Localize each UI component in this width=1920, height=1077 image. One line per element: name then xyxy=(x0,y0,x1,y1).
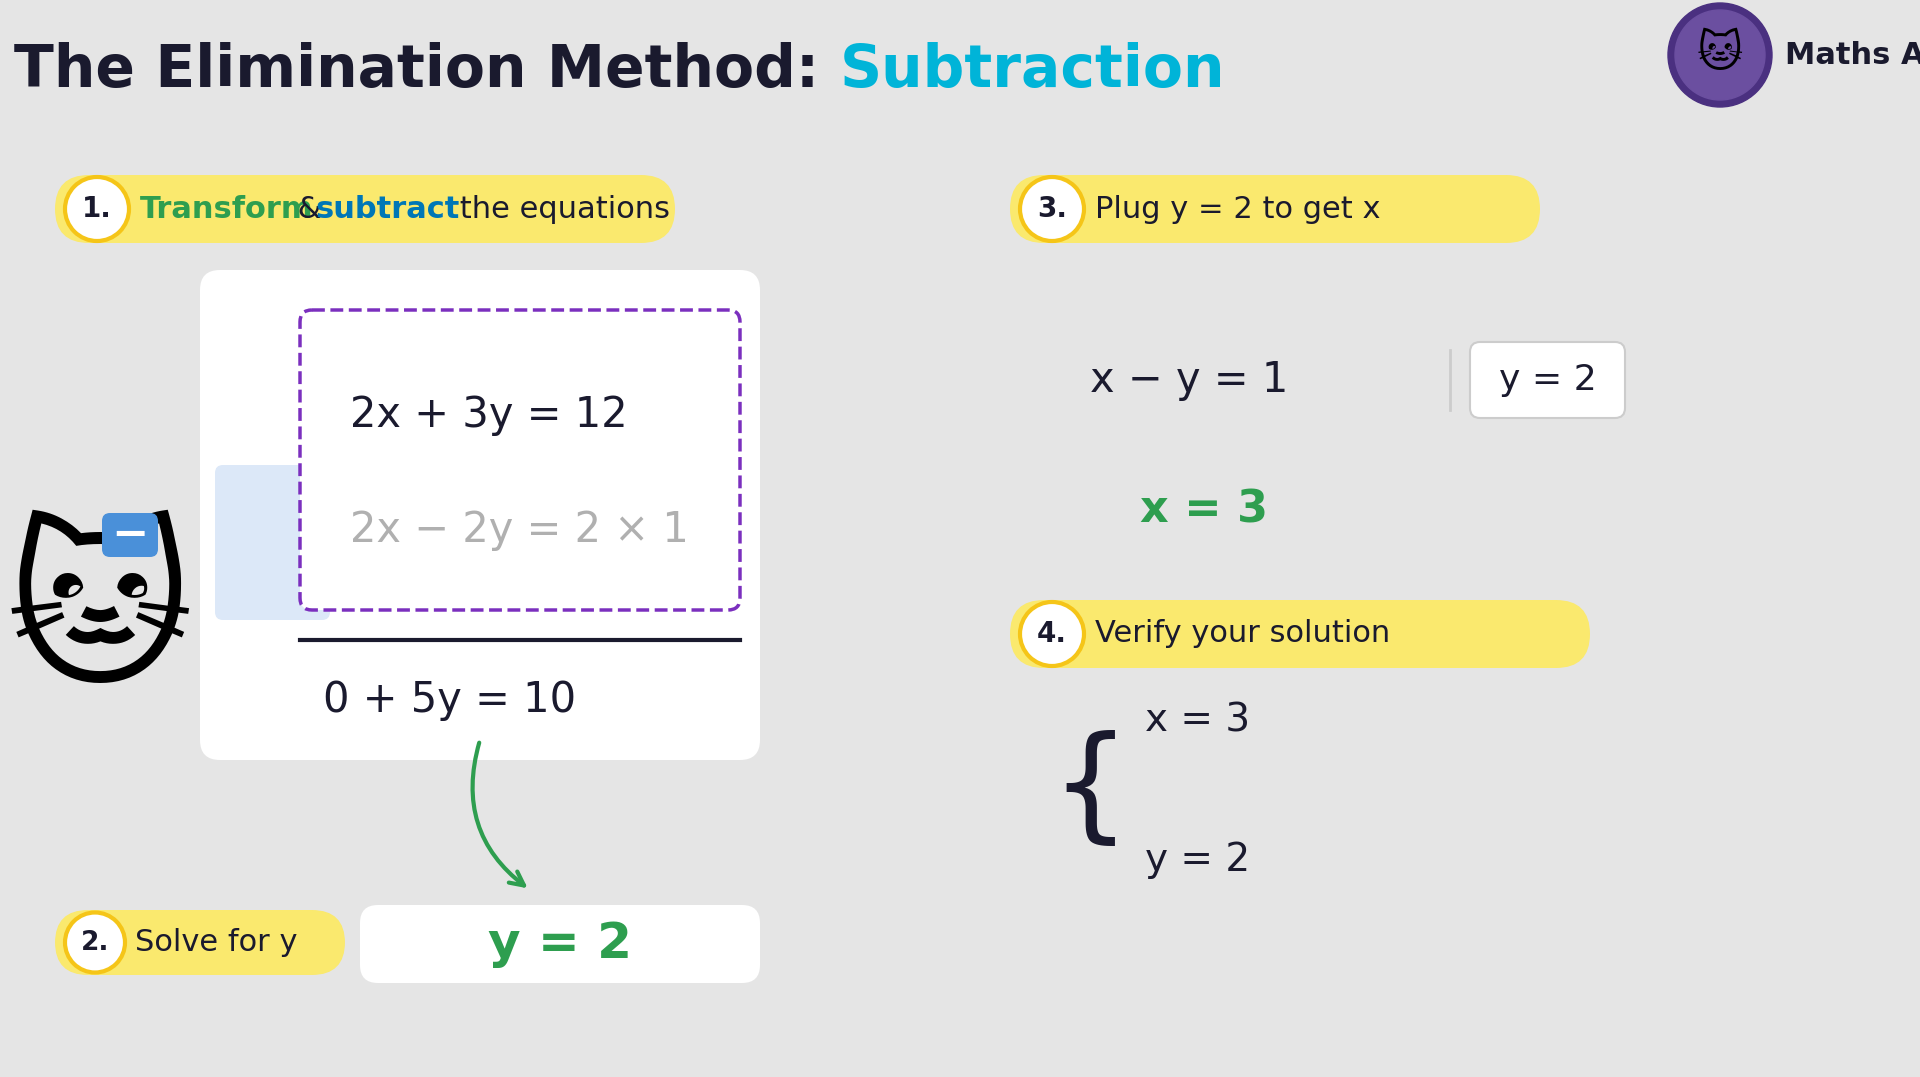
FancyBboxPatch shape xyxy=(1471,342,1624,418)
Text: Maths Angel: Maths Angel xyxy=(1786,41,1920,70)
FancyBboxPatch shape xyxy=(56,174,676,243)
Text: y = 2: y = 2 xyxy=(1144,841,1250,879)
Text: 4.: 4. xyxy=(1037,620,1068,648)
Text: 2x − 2y = 2 × 1: 2x − 2y = 2 × 1 xyxy=(349,509,689,551)
Text: &: & xyxy=(288,195,332,224)
Circle shape xyxy=(1668,3,1772,107)
Circle shape xyxy=(1674,10,1764,100)
FancyBboxPatch shape xyxy=(300,310,739,610)
FancyBboxPatch shape xyxy=(1010,174,1540,243)
FancyBboxPatch shape xyxy=(200,270,760,760)
Text: x = 3: x = 3 xyxy=(1140,489,1267,532)
Text: {: { xyxy=(1050,729,1129,851)
Text: x − y = 1: x − y = 1 xyxy=(1091,359,1288,401)
Circle shape xyxy=(1020,602,1085,666)
Circle shape xyxy=(65,912,125,973)
Circle shape xyxy=(65,177,129,241)
Text: 🐱: 🐱 xyxy=(1697,33,1743,76)
FancyBboxPatch shape xyxy=(361,905,760,983)
Text: The Elimination Method:: The Elimination Method: xyxy=(15,42,841,98)
Text: y = 2: y = 2 xyxy=(1500,363,1596,397)
Text: 2.: 2. xyxy=(81,929,109,955)
Text: 2x + 3y = 12: 2x + 3y = 12 xyxy=(349,394,628,436)
FancyBboxPatch shape xyxy=(102,513,157,557)
Text: the equations: the equations xyxy=(449,195,670,224)
Text: 0 + 5y = 10: 0 + 5y = 10 xyxy=(323,679,576,721)
FancyBboxPatch shape xyxy=(1010,600,1590,668)
Text: Transform: Transform xyxy=(140,195,313,224)
Circle shape xyxy=(1020,177,1085,241)
Text: 3.: 3. xyxy=(1037,195,1068,223)
Text: Subtraction: Subtraction xyxy=(841,42,1225,98)
Text: x = 3: x = 3 xyxy=(1144,701,1250,739)
Text: y = 2: y = 2 xyxy=(488,920,632,968)
FancyBboxPatch shape xyxy=(56,910,346,975)
Text: 1.: 1. xyxy=(83,195,111,223)
FancyArrowPatch shape xyxy=(472,743,524,885)
FancyBboxPatch shape xyxy=(215,465,330,620)
Text: 🐱: 🐱 xyxy=(6,532,194,708)
Text: subtract: subtract xyxy=(315,195,459,224)
Text: Solve for y: Solve for y xyxy=(134,928,298,957)
Text: −: − xyxy=(111,514,148,557)
Text: Plug y = 2 to get x: Plug y = 2 to get x xyxy=(1094,195,1380,224)
Text: Verify your solution: Verify your solution xyxy=(1094,619,1390,648)
